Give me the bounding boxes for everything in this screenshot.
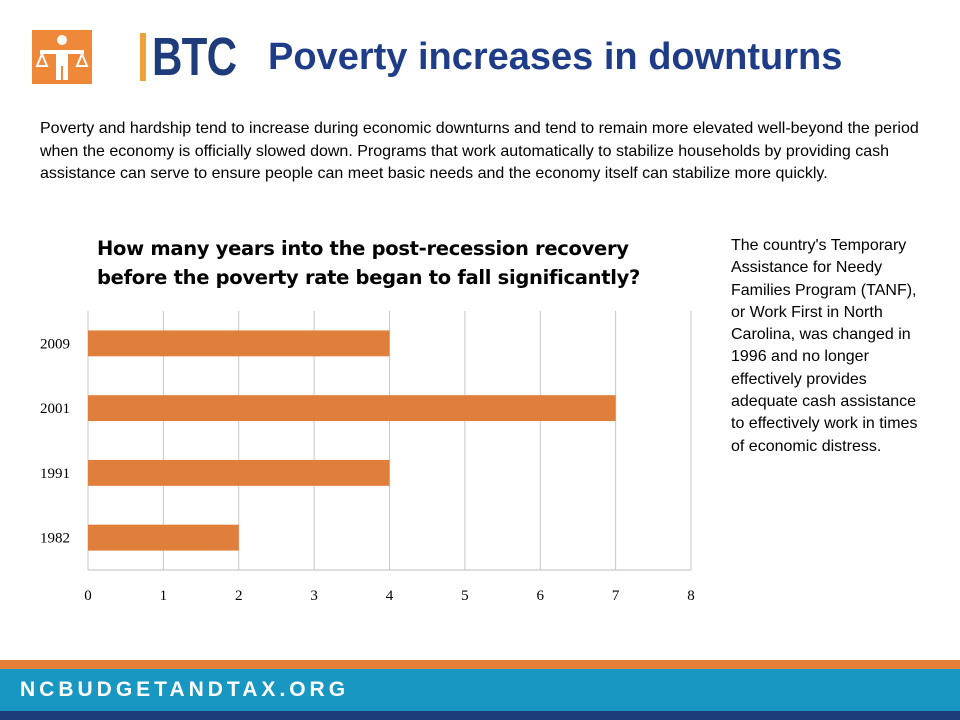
logo-wordmark: BTC bbox=[152, 27, 237, 87]
side-note: The country's Temporary Assistance for N… bbox=[731, 237, 918, 455]
x-tick-label-0: 0 bbox=[84, 588, 92, 604]
chart-title: How many years into the post-recession r… bbox=[97, 237, 641, 289]
btc-logo: BTC bbox=[32, 28, 237, 86]
x-tick-label-2: 2 bbox=[235, 588, 243, 604]
intro-paragraph: Poverty and hardship tend to increase du… bbox=[40, 120, 919, 182]
x-tick-label-3: 3 bbox=[310, 588, 318, 604]
logo-divider bbox=[140, 33, 146, 81]
person-figure-icon bbox=[32, 30, 92, 84]
category-label-2001: 2001 bbox=[40, 401, 70, 417]
bar-2009 bbox=[88, 330, 390, 357]
bar-1991 bbox=[88, 459, 390, 486]
x-tick-label-4: 4 bbox=[386, 588, 394, 604]
footer-navy-stripe bbox=[0, 711, 960, 720]
x-tick-label-5: 5 bbox=[461, 588, 469, 604]
footer-url-link[interactable]: NCBUDGETANDTAX.ORG bbox=[20, 678, 350, 701]
page-title: Poverty increases in downturns bbox=[268, 36, 843, 78]
bar-2001 bbox=[88, 395, 616, 422]
footer-orange-stripe bbox=[0, 660, 960, 669]
x-tick-label-7: 7 bbox=[612, 588, 620, 604]
x-tick-label-8: 8 bbox=[687, 588, 695, 604]
footer-blue-band bbox=[0, 669, 960, 711]
x-tick-label-6: 6 bbox=[537, 588, 545, 604]
category-label-2009: 2009 bbox=[40, 336, 70, 352]
bar-1982 bbox=[88, 524, 239, 551]
x-tick-label-1: 1 bbox=[160, 588, 168, 604]
category-label-1991: 1991 bbox=[40, 466, 70, 482]
category-label-1982: 1982 bbox=[40, 531, 70, 547]
